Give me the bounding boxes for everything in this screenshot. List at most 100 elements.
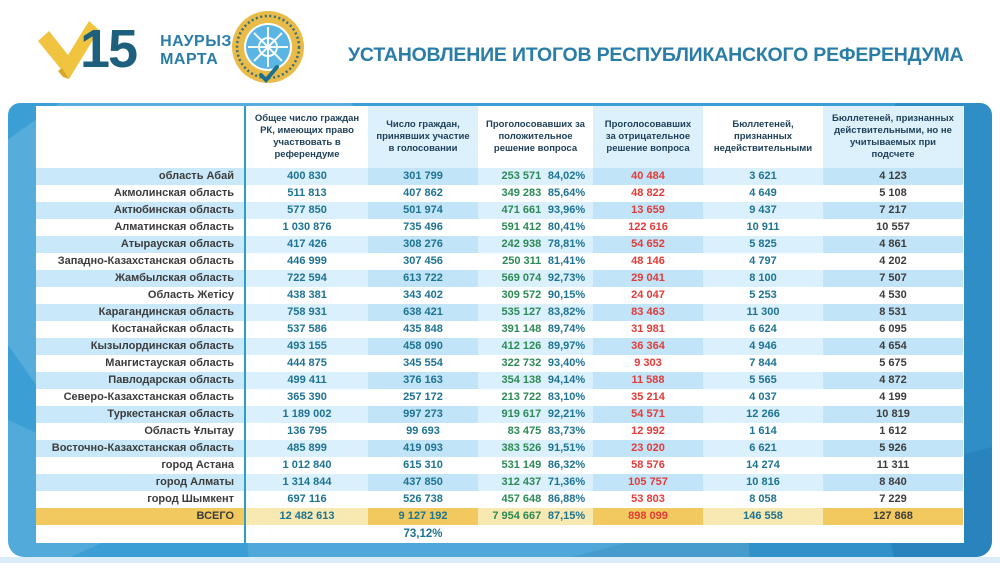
cec-emblem-icon	[228, 9, 308, 89]
eligible-cell: 1 314 844	[245, 474, 368, 491]
participated-cell: 9 127 192	[368, 508, 478, 525]
no-cell: 54 652	[593, 236, 703, 253]
participated-cell: 307 456	[368, 253, 478, 270]
invalid-cell: 5 825	[703, 236, 823, 253]
table-body: область Абай 400 830 301 799 253 571 84,02% 4…	[36, 168, 963, 525]
participated-cell: 308 276	[368, 236, 478, 253]
eligible-cell: 438 381	[245, 287, 368, 304]
page-title: УСТАНОВЛЕНИЕ ИТОГОВ РЕСПУБЛИКАНСКОГО РЕФ…	[348, 44, 964, 66]
participated-cell: 376 163	[368, 372, 478, 389]
valid-uncounted-cell: 4 872	[823, 372, 963, 389]
eligible-cell: 537 586	[245, 321, 368, 338]
yes-cell: 919 617 92,21%	[478, 406, 593, 423]
results-table-wrap: Общее число граждан РК, имеющих право уч…	[36, 106, 964, 543]
yes-cell: 83 475 83,73%	[478, 423, 593, 440]
table-row: Мангистауская область 444 875 345 554 322 7…	[36, 355, 963, 372]
valid-uncounted-cell: 11 311	[823, 457, 963, 474]
logo-text: НАУРЫЗ МАРТА	[160, 33, 232, 68]
invalid-cell: 11 300	[703, 304, 823, 321]
invalid-cell: 6 624	[703, 321, 823, 338]
valid-uncounted-cell: 127 868	[823, 508, 963, 525]
bottom-strip	[0, 557, 1000, 563]
yes-cell: 309 572 90,15%	[478, 287, 593, 304]
eligible-cell: 758 931	[245, 304, 368, 321]
participated-cell: 345 554	[368, 355, 478, 372]
invalid-cell: 4 649	[703, 185, 823, 202]
eligible-cell: 400 830	[245, 168, 368, 185]
no-cell: 58 576	[593, 457, 703, 474]
region-cell: Кызылординская область	[36, 338, 246, 355]
table-row: Область Жетісу 438 381 343 402 309 572 90,15…	[36, 287, 963, 304]
logo-line-1: НАУРЫЗ	[160, 33, 232, 51]
yes-cell: 322 732 93,40%	[478, 355, 593, 372]
no-cell: 11 588	[593, 372, 703, 389]
eligible-cell: 485 899	[245, 440, 368, 457]
invalid-cell: 8 100	[703, 270, 823, 287]
no-cell: 53 803	[593, 491, 703, 508]
no-cell: 29 041	[593, 270, 703, 287]
table-footer: 73,12%	[36, 525, 963, 543]
table-row: Актюбинская область 577 850 501 974 471 661…	[36, 202, 963, 219]
valid-uncounted-cell: 7 217	[823, 202, 963, 219]
table-row: Кызылординская область 493 155 458 090 412 …	[36, 338, 963, 355]
turnout-percentage: 73,12%	[368, 525, 478, 543]
invalid-cell: 5 565	[703, 372, 823, 389]
yes-cell: 535 127 83,82%	[478, 304, 593, 321]
region-cell: Костанайская область	[36, 321, 246, 338]
invalid-cell: 3 621	[703, 168, 823, 185]
participated-cell: 257 172	[368, 389, 478, 406]
column-header-yes: Проголосовавших за положительное решение…	[478, 106, 593, 168]
table-row: Карагандинская область 758 931 638 421 535 …	[36, 304, 963, 321]
invalid-cell: 8 058	[703, 491, 823, 508]
eligible-cell: 446 999	[245, 253, 368, 270]
turnout-label-cell	[36, 525, 246, 543]
participated-cell: 437 850	[368, 474, 478, 491]
yes-cell: 457 648 86,88%	[478, 491, 593, 508]
column-header-no: Проголосовавших за отрицательное решение…	[593, 106, 703, 168]
eligible-cell: 722 594	[245, 270, 368, 287]
invalid-cell: 4 946	[703, 338, 823, 355]
yes-cell: 412 126 89,97%	[478, 338, 593, 355]
table-row: город Шымкент 697 116 526 738 457 648 86,88%…	[36, 491, 963, 508]
no-cell: 13 659	[593, 202, 703, 219]
valid-uncounted-cell: 5 675	[823, 355, 963, 372]
valid-uncounted-cell: 5 926	[823, 440, 963, 457]
region-cell: город Алматы	[36, 474, 246, 491]
invalid-cell: 9 437	[703, 202, 823, 219]
valid-uncounted-cell: 1 612	[823, 423, 963, 440]
region-cell: Актюбинская область	[36, 202, 246, 219]
column-header-invalid: Бюллетеней, признанных недействительными	[703, 106, 823, 168]
yes-cell: 354 138 94,14%	[478, 372, 593, 389]
valid-uncounted-cell: 4 123	[823, 168, 963, 185]
turnout-row: 73,12%	[36, 525, 963, 543]
no-cell: 83 463	[593, 304, 703, 321]
valid-uncounted-cell: 7 229	[823, 491, 963, 508]
eligible-cell: 365 390	[245, 389, 368, 406]
results-panel: Общее число граждан РК, имеющих право уч…	[8, 103, 992, 557]
region-cell: Павлодарская область	[36, 372, 246, 389]
eligible-cell: 493 155	[245, 338, 368, 355]
valid-uncounted-cell: 10 819	[823, 406, 963, 423]
invalid-cell: 10 816	[703, 474, 823, 491]
no-cell: 122 616	[593, 219, 703, 236]
invalid-cell: 146 558	[703, 508, 823, 525]
eligible-cell: 1 189 002	[245, 406, 368, 423]
table-row: город Алматы 1 314 844 437 850 312 437 71,36…	[36, 474, 963, 491]
no-cell: 40 484	[593, 168, 703, 185]
valid-uncounted-cell: 4 530	[823, 287, 963, 304]
region-cell: Акмолинская область	[36, 185, 246, 202]
no-cell: 12 992	[593, 423, 703, 440]
invalid-cell: 6 621	[703, 440, 823, 457]
table-row: Западно-Казахстанская область 446 999 307 …	[36, 253, 963, 270]
no-cell: 898 099	[593, 508, 703, 525]
table-row: Павлодарская область 499 411 376 163 354 13…	[36, 372, 963, 389]
yes-cell: 569 074 92,73%	[478, 270, 593, 287]
participated-cell: 99 693	[368, 423, 478, 440]
region-cell: Мангистауская область	[36, 355, 246, 372]
yes-cell: 250 311 81,41%	[478, 253, 593, 270]
no-cell: 105 757	[593, 474, 703, 491]
yes-cell: 591 412 80,41%	[478, 219, 593, 236]
participated-cell: 615 310	[368, 457, 478, 474]
valid-uncounted-cell: 5 108	[823, 185, 963, 202]
logo-line-2: МАРТА	[160, 51, 219, 68]
